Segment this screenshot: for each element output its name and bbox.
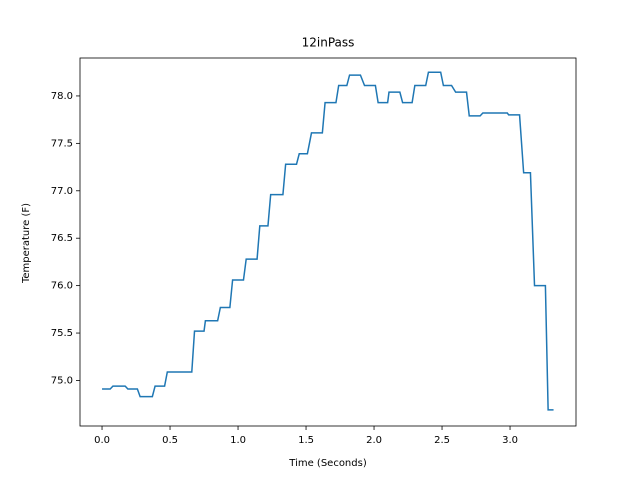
x-tick-label: 3.0 [502, 435, 518, 446]
y-tick-label: 78.0 [51, 91, 73, 102]
y-tick-label: 76.5 [51, 233, 73, 244]
y-tick-label: 75.0 [51, 375, 73, 386]
x-tick-label: 0.0 [94, 435, 110, 446]
y-axis-label: Temperature (F) [21, 203, 32, 284]
y-tick-label: 77.0 [51, 186, 73, 197]
x-tick-label: 0.5 [162, 435, 178, 446]
x-tick-label: 1.5 [298, 435, 314, 446]
x-tick-label: 1.0 [230, 435, 246, 446]
plot-frame [79, 57, 577, 427]
chart-title: 12inPass [302, 36, 355, 50]
x-axis-label: Time (Seconds) [288, 458, 367, 469]
y-tick-label: 75.5 [51, 328, 73, 339]
data-line [102, 71, 554, 411]
y-tick-label: 76.0 [51, 281, 73, 292]
x-tick-label: 2.0 [366, 435, 382, 446]
x-tick-label: 2.5 [434, 435, 450, 446]
y-tick-label: 77.5 [51, 138, 73, 149]
